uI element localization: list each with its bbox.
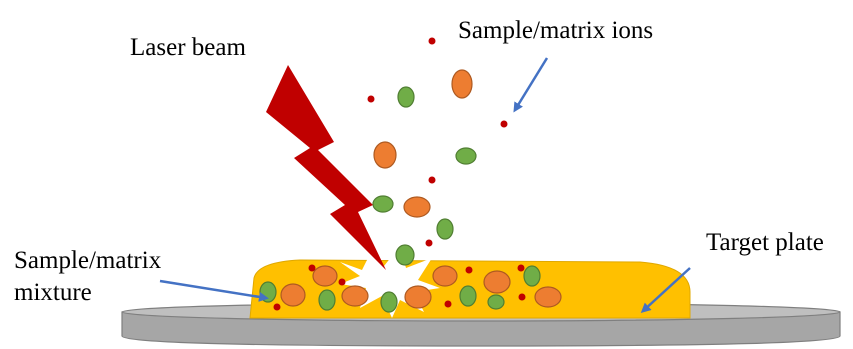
arrow bbox=[160, 281, 266, 298]
label: Sample/matrix bbox=[14, 247, 162, 274]
page: Laser beam Sample/matrix ions Target pla… bbox=[0, 0, 853, 349]
label: Laser beam bbox=[130, 34, 246, 61]
label: Target plate bbox=[706, 229, 824, 256]
ions bbox=[368, 38, 508, 266]
arrow bbox=[515, 58, 547, 110]
mixture bbox=[250, 246, 690, 318]
label: mixture bbox=[14, 279, 92, 306]
label: Sample/matrix ions bbox=[458, 17, 653, 44]
diagram: Laser beam Sample/matrix ions Target pla… bbox=[0, 0, 853, 349]
laser-beam bbox=[266, 65, 386, 270]
